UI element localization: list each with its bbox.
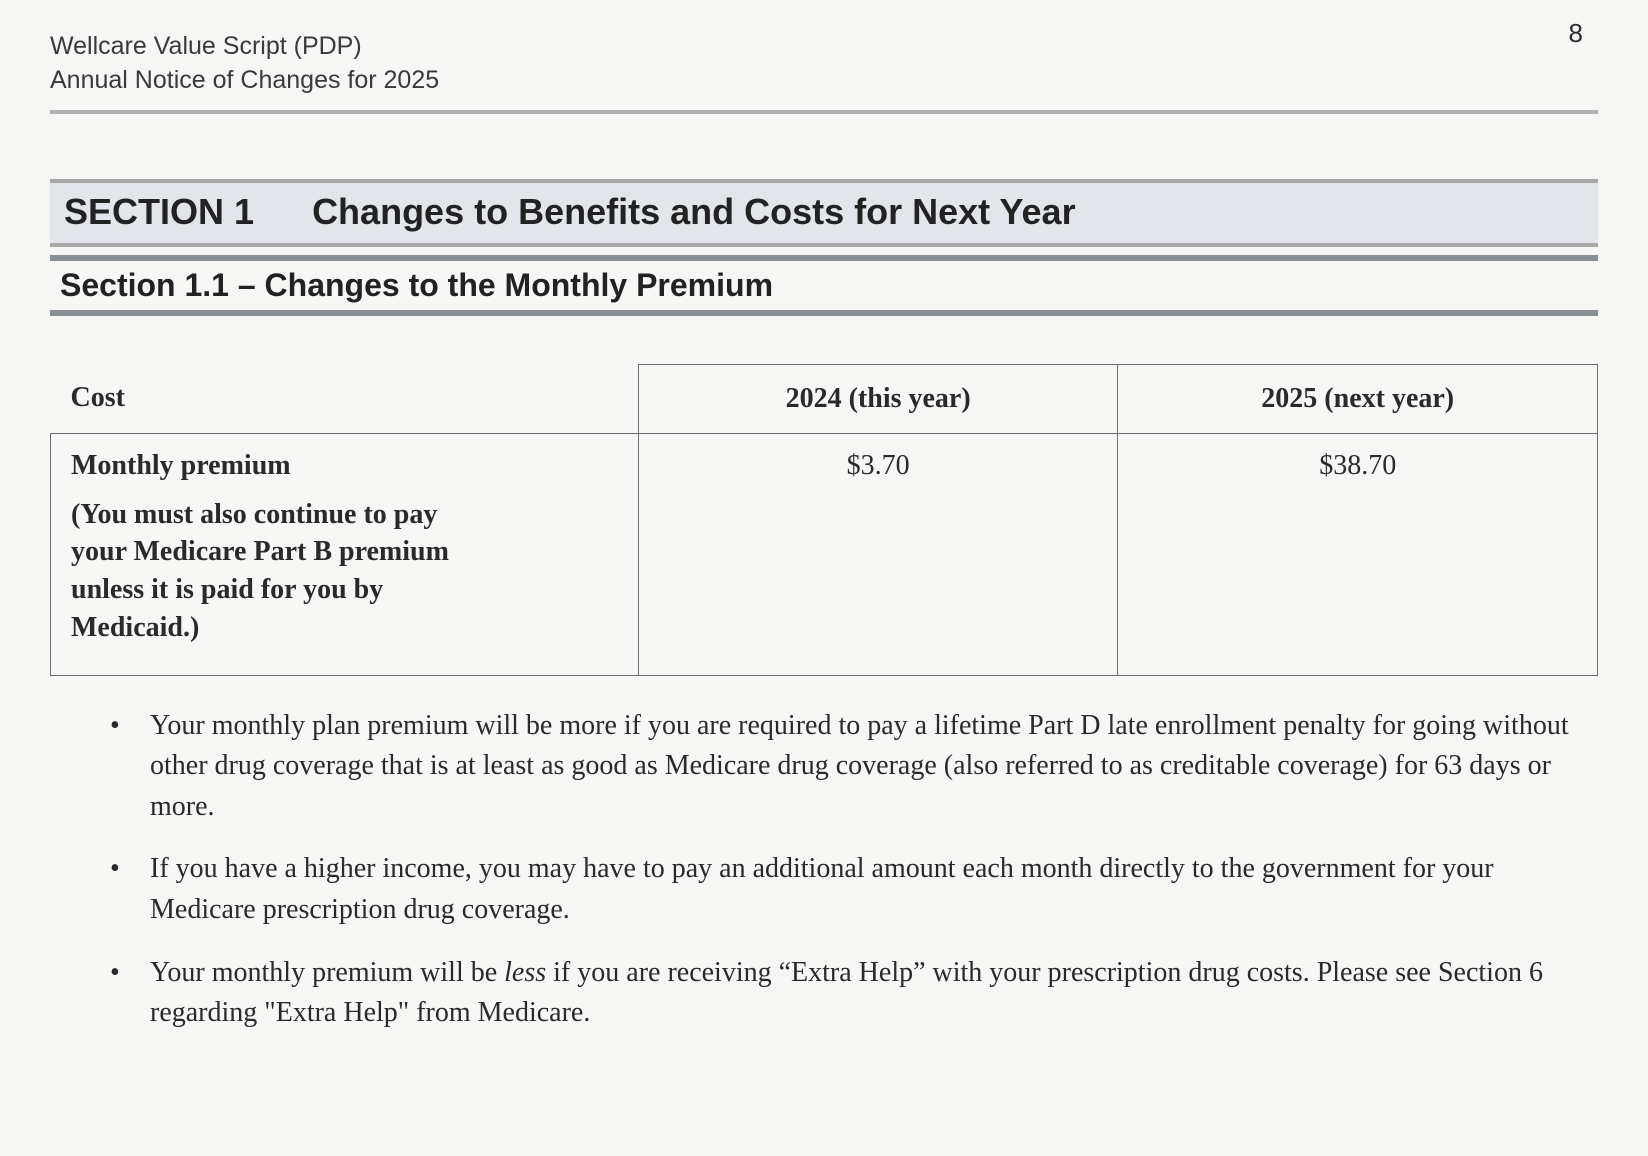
cell-cost-label: Monthly premium (You must also continue … [51, 433, 639, 675]
monthly-premium-note: (You must also continue to pay your Medi… [71, 496, 491, 647]
col-header-2025: 2025 (next year) [1118, 364, 1598, 433]
col-header-2024: 2024 (this year) [638, 364, 1118, 433]
subsection-rule-bottom [50, 310, 1598, 316]
header-line-1: Wellcare Value Script (PDP) [50, 30, 1598, 64]
list-item: If you have a higher income, you may hav… [110, 849, 1578, 930]
table-row: Monthly premium (You must also continue … [51, 433, 1598, 675]
notes-list: Your monthly plan premium will be more i… [50, 706, 1598, 1034]
subsection-rule-top [50, 255, 1598, 261]
section-label: SECTION 1 [64, 191, 254, 233]
document-header: Wellcare Value Script (PDP) Annual Notic… [50, 30, 1598, 98]
cell-value-2025: $38.70 [1118, 433, 1598, 675]
premium-table: Cost 2024 (this year) 2025 (next year) M… [50, 364, 1598, 676]
header-divider [50, 110, 1598, 114]
list-item: Your monthly plan premium will be more i… [110, 706, 1578, 828]
section-1-banner: SECTION 1 Changes to Benefits and Costs … [50, 179, 1598, 247]
page-number: 8 [1569, 18, 1583, 49]
list-item: Your monthly premium will be less if you… [110, 953, 1578, 1034]
bullet3-pre: Your monthly premium will be [150, 957, 504, 988]
header-line-2: Annual Notice of Changes for 2025 [50, 64, 1598, 98]
subsection-1-1-title: Section 1.1 – Changes to the Monthly Pre… [50, 263, 1598, 310]
table-header-row: Cost 2024 (this year) 2025 (next year) [51, 364, 1598, 433]
col-header-cost: Cost [51, 364, 639, 433]
bullet3-italic: less [504, 957, 546, 988]
cell-value-2024: $3.70 [638, 433, 1118, 675]
section-title: Changes to Benefits and Costs for Next Y… [312, 191, 1076, 232]
monthly-premium-label: Monthly premium [71, 450, 291, 481]
